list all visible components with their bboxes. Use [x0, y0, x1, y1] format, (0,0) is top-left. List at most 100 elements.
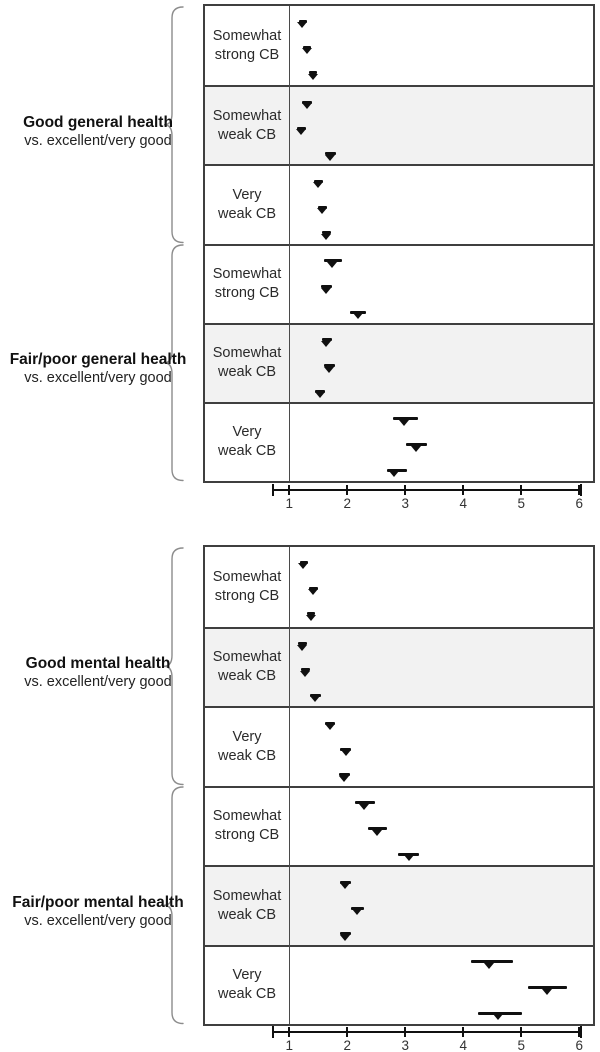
row-label-line: weak CB	[217, 364, 277, 381]
plot-row: Somewhat strong CB	[205, 6, 593, 86]
point-marker	[309, 696, 320, 703]
x-axis-tick	[404, 1027, 407, 1037]
x-axis-tick	[462, 485, 465, 495]
reference-line	[288, 6, 291, 481]
group-label-sub: vs. excellent/very good	[24, 370, 172, 387]
ci-line	[309, 693, 321, 697]
ci-line	[324, 364, 336, 368]
x-axis-endcap	[580, 1026, 582, 1038]
ci-line	[398, 852, 420, 856]
row-label-line: strong CB	[214, 827, 280, 844]
point-marker	[339, 775, 350, 782]
point-marker	[317, 208, 328, 215]
row-label-line: Very	[232, 967, 262, 984]
plot-row: Very weak CB	[205, 164, 593, 244]
point-marker	[298, 563, 309, 570]
plot-row: Somewhat weak CB	[205, 322, 593, 402]
point-marker	[371, 829, 382, 836]
row-label: Very weak CB	[205, 166, 289, 243]
row-label: Very weak CB	[205, 947, 289, 1025]
axis-tick-label: 5	[517, 496, 526, 511]
point-marker	[410, 445, 421, 452]
point-marker	[340, 750, 351, 757]
ci-line	[324, 152, 336, 156]
group-brace	[163, 243, 184, 481]
axis-tick-label: 4	[459, 1038, 468, 1052]
group-brace	[163, 785, 184, 1024]
point-marker	[324, 366, 335, 373]
ci-line	[368, 827, 387, 831]
row-label: Somewhat strong CB	[205, 788, 289, 866]
group-label-sub: vs. excellent/very good	[24, 674, 172, 691]
x-axis-tick	[520, 485, 523, 495]
x-axis-tick	[520, 1027, 523, 1037]
point-marker	[301, 48, 312, 55]
plot-row: Very weak CB	[205, 706, 593, 786]
row-label: Somewhat strong CB	[205, 547, 289, 627]
axis-tick-label: 3	[401, 1038, 410, 1052]
row-label-line: strong CB	[214, 587, 280, 604]
point-marker	[308, 589, 319, 596]
row-label-line: weak CB	[217, 906, 277, 923]
row-label-line: Somewhat	[212, 887, 282, 904]
group-label-sub: vs. excellent/very good	[24, 912, 172, 929]
row-label-line: Somewhat	[212, 266, 282, 283]
ci-line	[351, 906, 364, 910]
group-label-sub: vs. excellent/very good	[24, 132, 172, 149]
row-label-line: Very	[232, 186, 262, 203]
row-label-line: weak CB	[217, 126, 277, 143]
ci-line	[350, 310, 367, 314]
point-marker	[492, 1014, 503, 1021]
group-brace	[163, 547, 184, 786]
point-marker	[352, 313, 363, 319]
axis-tick-label: 4	[459, 496, 468, 511]
group-label-bold: Good general health	[23, 113, 173, 131]
axis-tick-label: 1	[285, 496, 294, 511]
x-axis-endcap	[272, 1026, 274, 1038]
row-label-line: Somewhat	[212, 808, 282, 825]
ci-line	[339, 932, 351, 936]
group-brace-path	[163, 6, 184, 244]
ci-line	[340, 747, 352, 751]
point-marker	[324, 724, 335, 731]
x-axis-endcap	[580, 484, 582, 496]
row-label-line: strong CB	[214, 46, 280, 63]
x-axis-tick	[462, 1027, 465, 1037]
group-label: Good general health vs. excellent/very go…	[0, 113, 196, 151]
axis-tick-label: 6	[575, 496, 584, 511]
point-marker	[324, 154, 335, 161]
point-marker	[295, 129, 306, 136]
ci-line	[321, 285, 333, 289]
point-marker	[321, 233, 332, 240]
reference-line	[288, 547, 291, 1024]
row-label: Somewhat strong CB	[205, 6, 289, 85]
ci-line	[309, 71, 318, 74]
point-marker	[541, 988, 552, 995]
axis-tick-label: 3	[401, 496, 410, 511]
ci-line	[298, 19, 307, 23]
plot-box-0: Somewhat strong CB Somewhat weak CB Very weak…	[203, 4, 595, 483]
ci-line	[321, 231, 332, 235]
ci-line	[296, 126, 306, 130]
point-marker	[484, 962, 495, 969]
axis-tick-label: 6	[575, 1038, 584, 1052]
axis-tick-label: 5	[517, 1038, 526, 1052]
plot-row: Very weak CB	[205, 401, 593, 481]
plot-row: Somewhat weak CB	[205, 626, 593, 706]
x-axis-tick	[346, 485, 349, 495]
row-label-line: Somewhat	[212, 107, 282, 124]
ci-line	[318, 205, 327, 209]
point-marker	[389, 471, 400, 478]
ci-line	[302, 100, 312, 104]
point-marker	[403, 855, 414, 862]
row-label: Very weak CB	[205, 708, 289, 786]
ci-line	[325, 721, 336, 725]
point-marker	[313, 182, 324, 189]
row-label-line: Somewhat	[212, 568, 282, 585]
ci-line	[354, 801, 376, 805]
x-axis-tick	[578, 485, 581, 495]
x-axis-tick	[404, 485, 407, 495]
ci-line	[393, 417, 419, 421]
group-brace-path	[163, 243, 184, 481]
row-label-line: weak CB	[217, 443, 277, 460]
